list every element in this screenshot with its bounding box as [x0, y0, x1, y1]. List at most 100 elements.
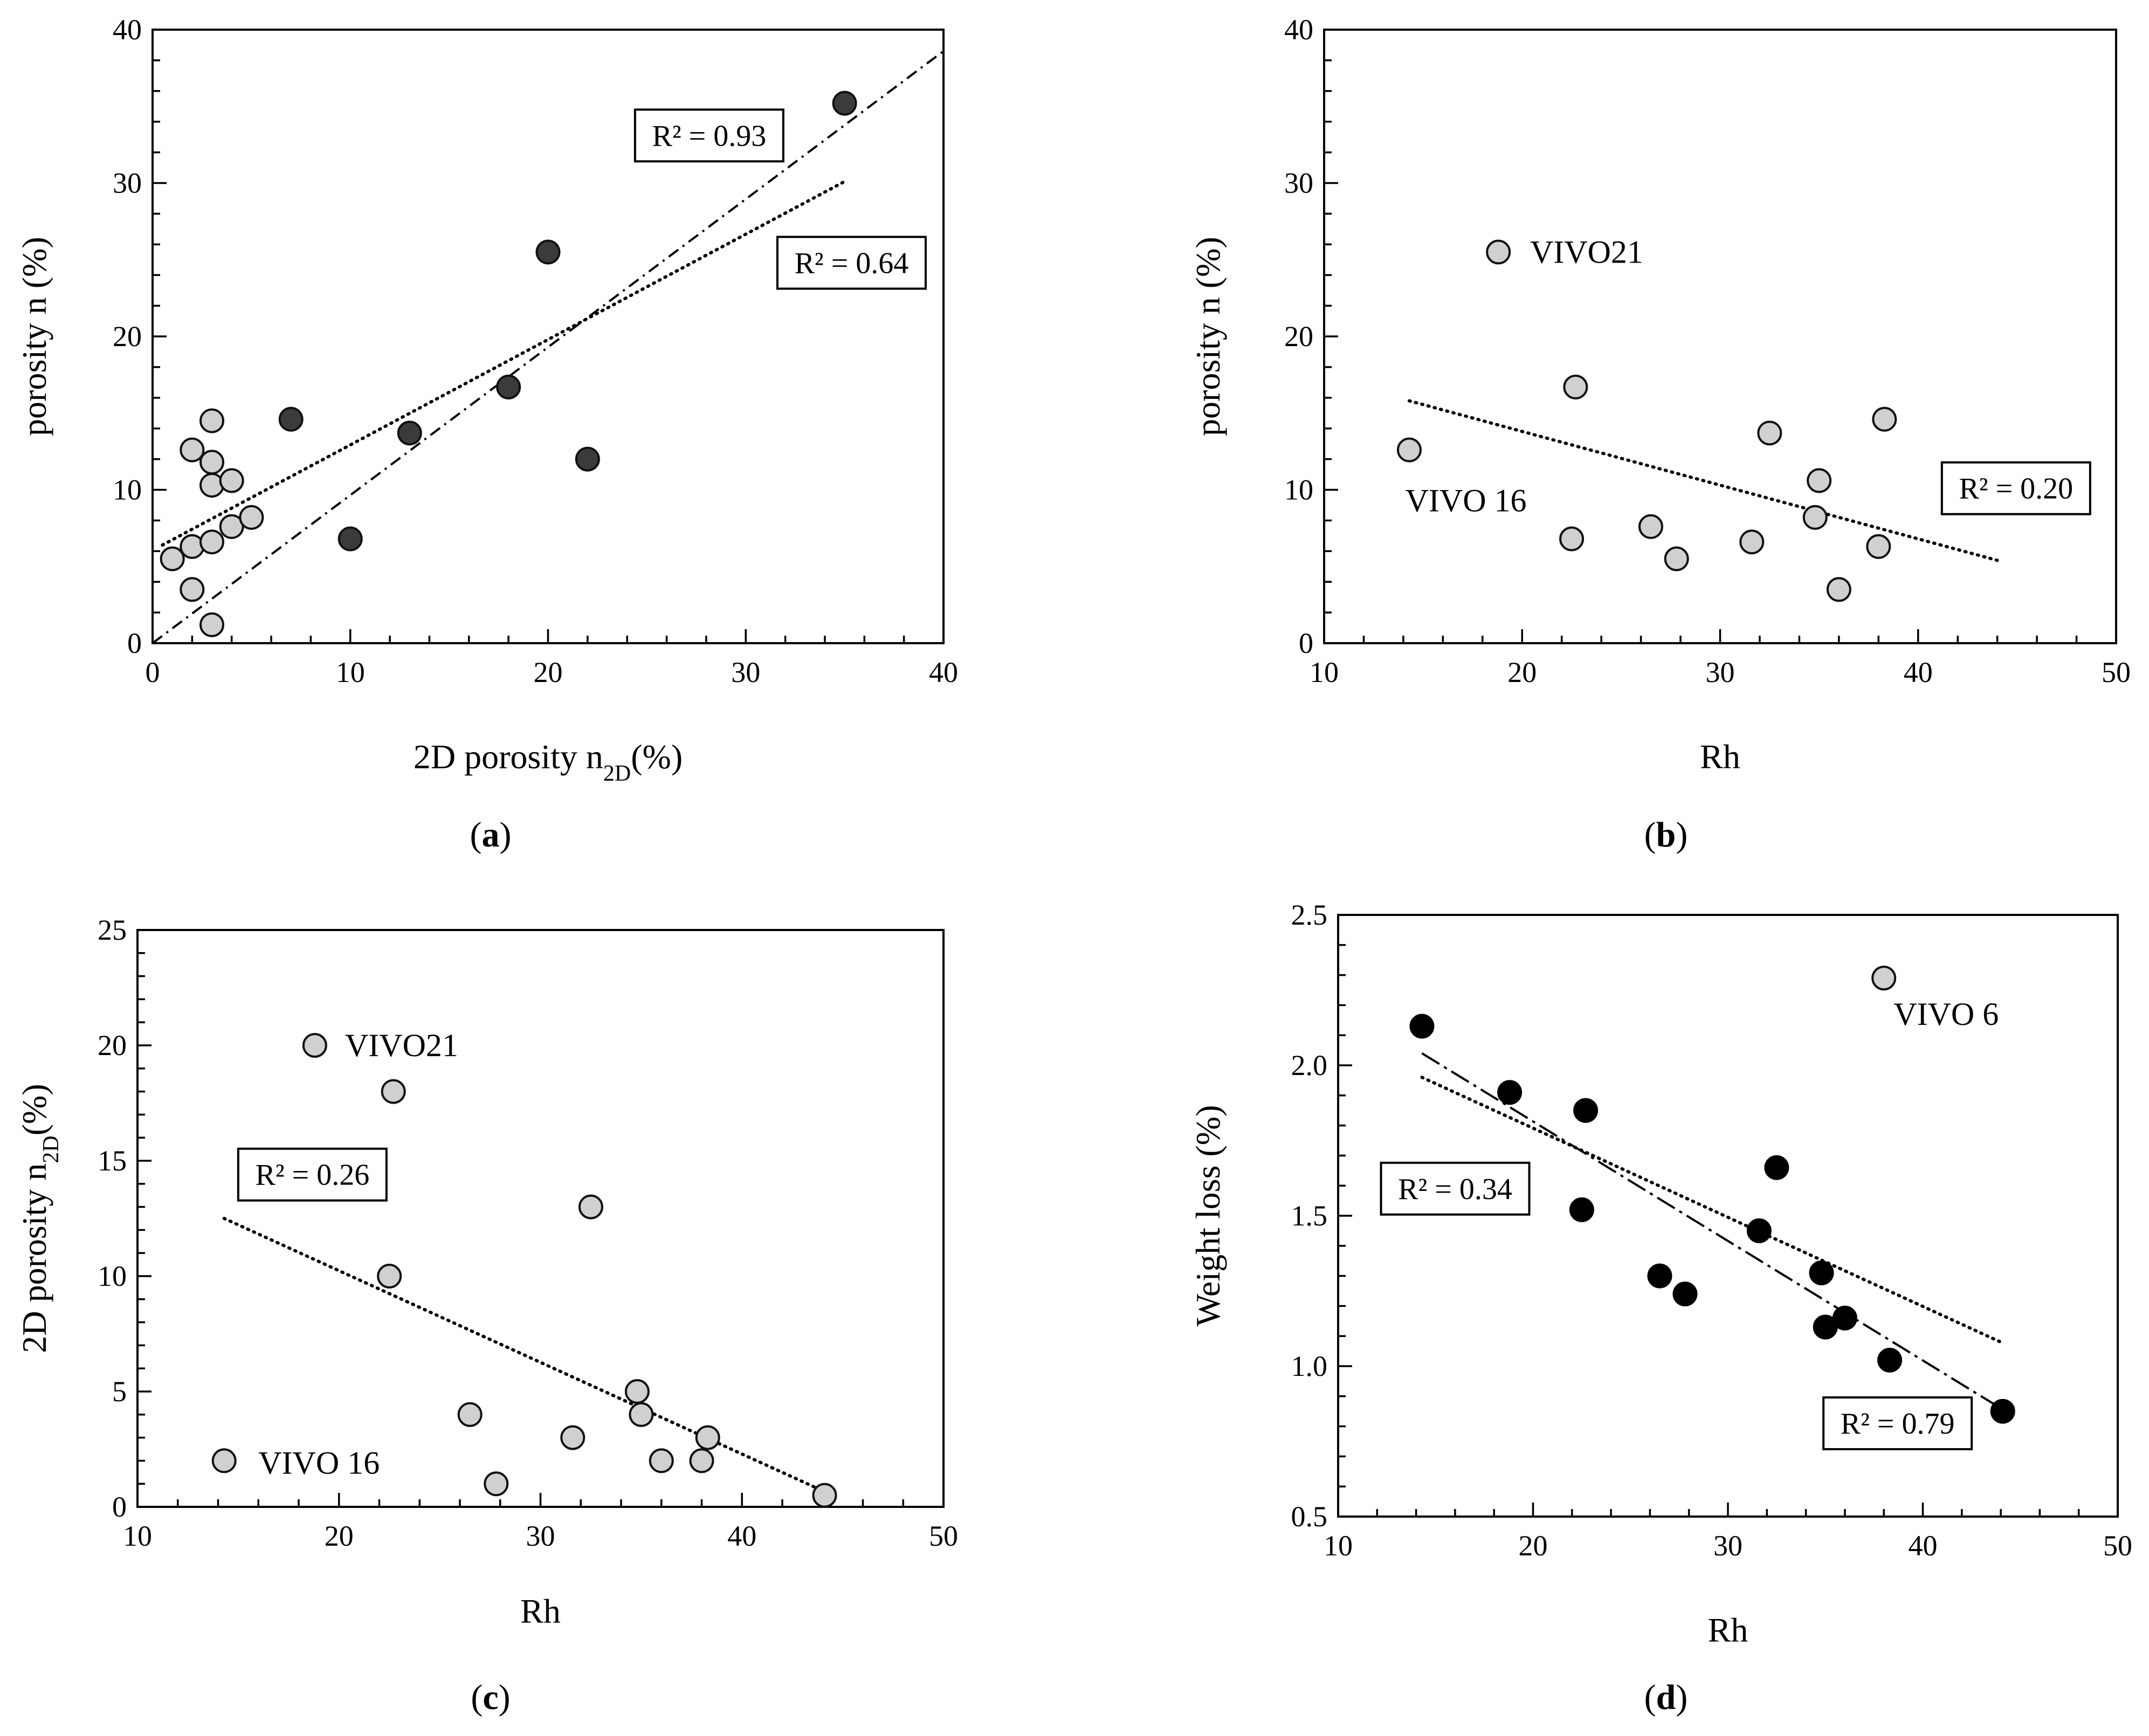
y-tick-label: 0.5: [1291, 1500, 1328, 1533]
data-point-light: [1563, 374, 1588, 399]
data-point-light: [689, 1448, 714, 1473]
data-point-black: [1877, 1347, 1903, 1373]
x-axis-title: 2D porosity n2D(%): [414, 738, 683, 786]
data-point-black: [1409, 1014, 1435, 1039]
data-point-light: [1559, 526, 1585, 552]
r2-box: [1940, 461, 2091, 515]
data-point-light: [484, 1471, 509, 1497]
data-point-light: [377, 1264, 402, 1289]
data-point-light: [199, 450, 225, 475]
panel-label: (b): [1644, 815, 1688, 855]
r2-box: [776, 236, 927, 290]
x-tick-label: 20: [534, 656, 563, 688]
y-tick-label: 0: [127, 627, 142, 659]
data-point-light: [1739, 529, 1765, 555]
data-point-light: [381, 1079, 406, 1104]
trendline-longdash: [1421, 1052, 2002, 1409]
r2-label: R² = 0.64: [795, 246, 909, 280]
panel-label-letter: d: [1656, 1678, 1676, 1717]
x-tick-label: 20: [1519, 1530, 1548, 1562]
point-annotation: VIVO 16: [258, 1445, 380, 1481]
data-point-black: [1647, 1263, 1672, 1289]
trendline-dotted: [161, 180, 846, 547]
data-point-light: [1807, 468, 1832, 493]
data-point-light: [812, 1483, 837, 1508]
plot-frame: [1323, 29, 2117, 644]
y-tick-label: 0: [1299, 627, 1313, 659]
data-point-light: [211, 1448, 237, 1473]
x-tick-label: 0: [146, 656, 160, 688]
data-point-black: [1573, 1098, 1599, 1123]
data-point-black: [1746, 1218, 1772, 1243]
y-tick-label: 10: [113, 474, 142, 506]
data-point-light: [219, 468, 244, 493]
y-axis-title-subscript: 2D: [39, 1135, 64, 1163]
data-point-dark: [496, 374, 521, 399]
y-tick-label: 30: [113, 167, 142, 199]
x-tick-label: 30: [1706, 656, 1735, 688]
panel-label-close: ): [500, 815, 512, 855]
data-point-black: [1832, 1305, 1857, 1331]
x-tick-label: 10: [123, 1520, 152, 1552]
x-axis-title-text: Rh: [520, 1592, 561, 1630]
x-axis-title: Rh: [1708, 1611, 1748, 1649]
data-point-dark: [337, 526, 363, 552]
y-tick-label: 40: [113, 13, 142, 46]
r2-label: R² = 0.26: [256, 1159, 370, 1192]
data-point-black: [1672, 1282, 1698, 1307]
y-axis-title-suffix: (%): [15, 1084, 53, 1135]
data-point-light: [199, 529, 225, 555]
x-axis-title-text: 2D porosity n: [414, 738, 603, 776]
point-annotation: VIVO 16: [1406, 483, 1527, 518]
y-tick-label: 2.0: [1291, 1049, 1328, 1081]
r2-box: [1822, 1396, 1973, 1451]
x-tick-label: 20: [1507, 656, 1537, 688]
plot-frame: [136, 929, 945, 1508]
data-point-light: [1866, 534, 1891, 559]
data-point-light: [1871, 966, 1897, 991]
x-axis-title-text: Rh: [1700, 738, 1740, 776]
y-tick-label: 10: [1284, 474, 1313, 506]
r2-box: [237, 1147, 388, 1202]
y-tick-label: 15: [98, 1145, 127, 1177]
data-point-light: [1638, 514, 1663, 539]
data-point-light: [1802, 505, 1828, 530]
data-point-light: [695, 1425, 720, 1450]
x-tick-label: 30: [1713, 1530, 1742, 1562]
data-point-light: [629, 1402, 654, 1427]
data-point-light: [1396, 437, 1422, 463]
data-point-light: [199, 612, 225, 637]
x-tick-label: 50: [2102, 656, 2131, 688]
x-axis-title: Rh: [520, 1592, 561, 1630]
panel-label-open: (: [1644, 1678, 1656, 1717]
data-point-black: [1809, 1260, 1834, 1286]
y-axis-title: porosity n (%): [1189, 237, 1227, 436]
x-tick-label: 50: [2103, 1530, 2132, 1562]
y-tick-label: 2.5: [1291, 899, 1328, 931]
data-point-dark: [535, 239, 561, 265]
data-point-light: [560, 1425, 586, 1450]
y-tick-label: 5: [112, 1375, 127, 1408]
chart-panel-c: 10 20 30 40 50 0 5 10 15 20 25 Rh 2D porosity n2D(%)…: [15, 914, 958, 1717]
x-axis-title: Rh: [1700, 738, 1740, 776]
r2-label: R² = 0.93: [652, 119, 767, 153]
data-point-light: [180, 577, 205, 602]
r2-box: [633, 108, 784, 163]
panel-label-open: (: [471, 1678, 483, 1717]
data-point-dark: [278, 407, 304, 432]
x-tick-label: 10: [336, 656, 365, 688]
x-tick-label: 10: [1310, 656, 1339, 688]
y-tick-label: 40: [1284, 13, 1313, 46]
panel-label-open: (: [470, 815, 482, 855]
y-axis-title: 2D porosity n2D(%): [15, 1084, 64, 1353]
x-tick-label: 40: [1904, 656, 1933, 688]
data-point-light: [457, 1402, 483, 1427]
y-tick-label: 30: [1284, 167, 1313, 199]
x-tick-label: 30: [526, 1520, 555, 1552]
plot-frame: [151, 29, 945, 644]
y-axis-title-text: Weight loss (%): [1189, 1105, 1227, 1327]
y-tick-label: 20: [1284, 320, 1313, 353]
panel-label: (c): [471, 1678, 510, 1717]
panel-label-close: ): [1676, 815, 1687, 855]
data-point-black: [1569, 1197, 1594, 1222]
